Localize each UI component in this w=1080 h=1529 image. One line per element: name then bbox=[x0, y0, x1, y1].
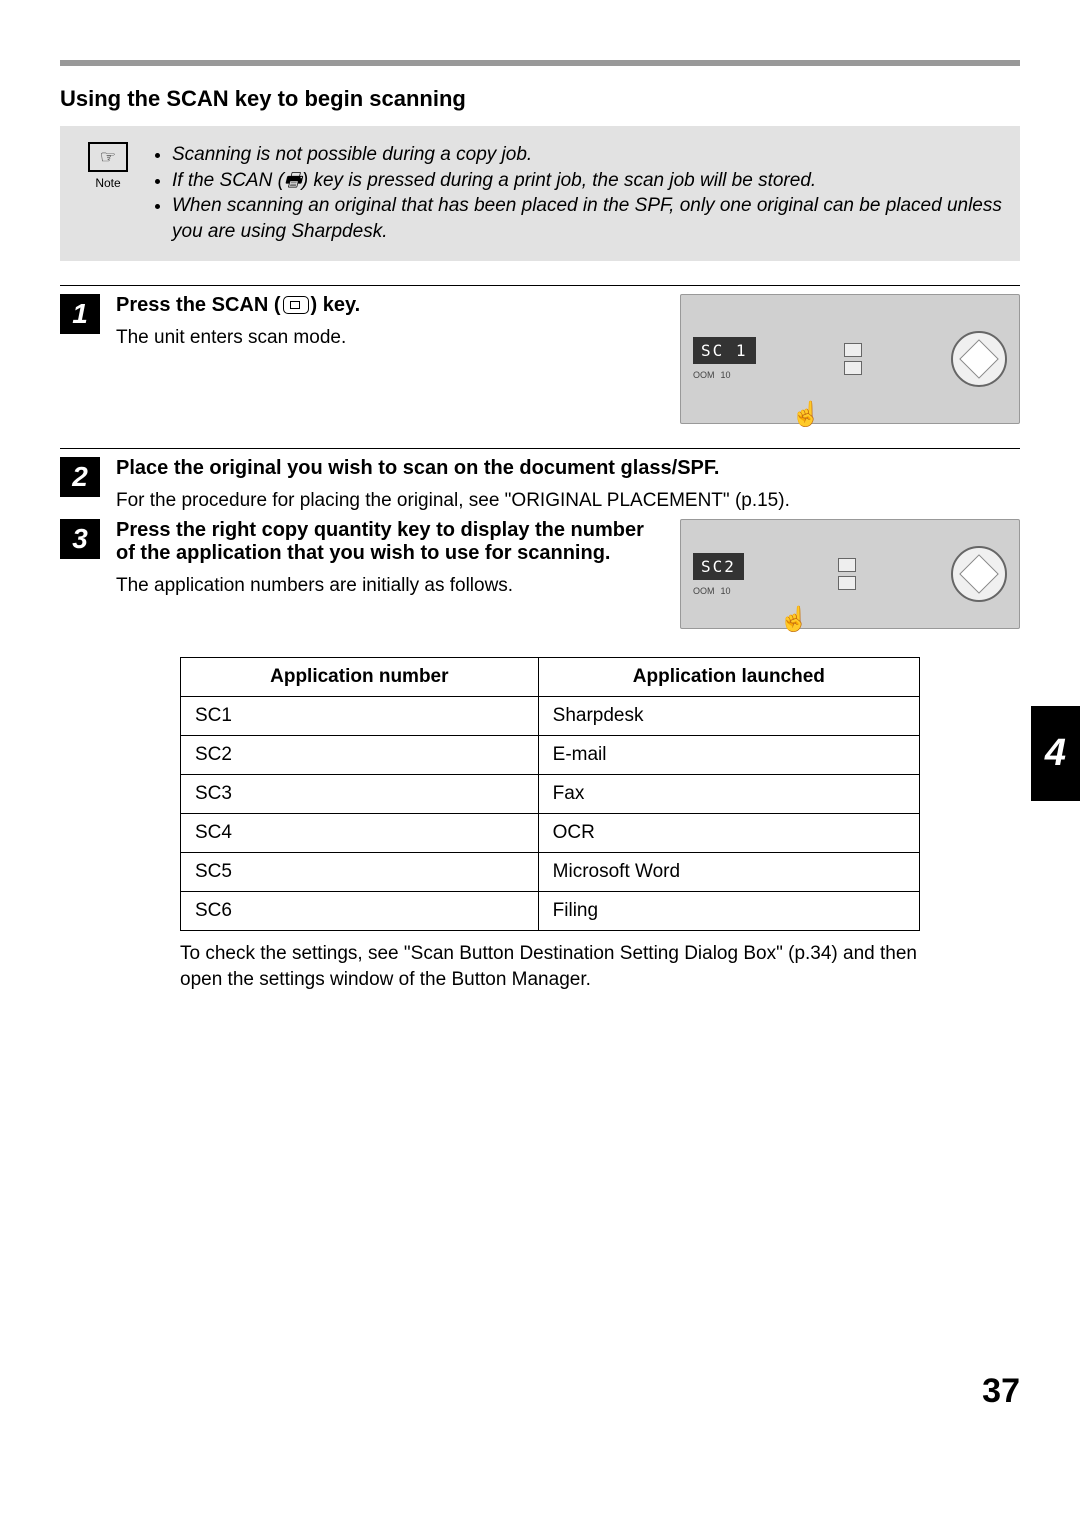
table-cell: SC2 bbox=[181, 736, 539, 775]
table-cell: SC5 bbox=[181, 853, 539, 892]
table-row: SC1Sharpdesk bbox=[181, 697, 920, 736]
table-cell: Microsoft Word bbox=[538, 853, 919, 892]
step-number: 2 bbox=[60, 457, 100, 497]
step-body: For the procedure for placing the origin… bbox=[116, 488, 1020, 514]
step-number: 3 bbox=[60, 519, 100, 559]
note-item: If the SCAN (🖶) key is pressed during a … bbox=[172, 168, 1002, 194]
note-icon-block: ☞ Note bbox=[78, 142, 138, 190]
table-row: SC2E-mail bbox=[181, 736, 920, 775]
pointing-hand-icon: ☝ bbox=[779, 605, 809, 634]
panel-label: 10 bbox=[721, 586, 731, 596]
note-item: When scanning an original that has been … bbox=[172, 193, 1002, 244]
panel-button-icon bbox=[838, 558, 856, 572]
panel-label: OOM bbox=[693, 586, 715, 596]
note-box: ☞ Note Scanning is not possible during a… bbox=[60, 126, 1020, 261]
table-cell: OCR bbox=[538, 814, 919, 853]
chapter-tab: 4 bbox=[1031, 706, 1080, 801]
step-1: 1 Press the SCAN ( ) key. The unit enters… bbox=[60, 285, 1020, 424]
after-table-text: To check the settings, see "Scan Button … bbox=[180, 941, 920, 992]
panel-label: 10 bbox=[721, 370, 731, 380]
panel-label: OOM bbox=[693, 370, 715, 380]
step-number: 1 bbox=[60, 294, 100, 334]
table-cell: E-mail bbox=[538, 736, 919, 775]
table-cell: Fax bbox=[538, 775, 919, 814]
control-panel-illustration: SC2 OOM 10 ☝ bbox=[680, 519, 1020, 629]
step-3: 3 Press the right copy quantity key to d… bbox=[60, 519, 1020, 629]
table-cell: SC6 bbox=[181, 892, 539, 931]
table-row: SC4OCR bbox=[181, 814, 920, 853]
page-content: 4 Using the SCAN key to begin scanning ☞… bbox=[60, 60, 1020, 1411]
note-list: Scanning is not possible during a copy j… bbox=[154, 142, 1002, 245]
section-title: Using the SCAN key to begin scanning bbox=[60, 86, 1020, 112]
table-row: SC3Fax bbox=[181, 775, 920, 814]
step-title: Place the original you wish to scan on t… bbox=[116, 457, 1020, 480]
note-item: Scanning is not possible during a copy j… bbox=[172, 142, 1002, 168]
note-label: Note bbox=[95, 176, 120, 190]
table-row: SC5Microsoft Word bbox=[181, 853, 920, 892]
control-panel-illustration: SC 1 OOM 10 ☝ bbox=[680, 294, 1020, 424]
note-icon: ☞ bbox=[88, 142, 128, 172]
table-row: SC6Filing bbox=[181, 892, 920, 931]
table-cell: Filing bbox=[538, 892, 919, 931]
table-cell: SC3 bbox=[181, 775, 539, 814]
start-dial-icon bbox=[951, 331, 1007, 387]
table-header-row: Application number Application launched bbox=[181, 658, 920, 697]
step-body: The unit enters scan mode. bbox=[116, 325, 664, 351]
table-cell: Sharpdesk bbox=[538, 697, 919, 736]
table-header: Application launched bbox=[538, 658, 919, 697]
pointing-hand-icon: ☝ bbox=[791, 400, 821, 429]
panel-button-icon bbox=[844, 361, 862, 375]
application-table: Application number Application launched … bbox=[180, 657, 920, 931]
table-cell: SC4 bbox=[181, 814, 539, 853]
page-number: 37 bbox=[60, 1372, 1020, 1411]
panel-display: SC 1 bbox=[693, 337, 756, 364]
table-header: Application number bbox=[181, 658, 539, 697]
step-2: 2 Place the original you wish to scan on… bbox=[60, 448, 1020, 514]
panel-display: SC2 bbox=[693, 553, 744, 580]
panel-button-icon bbox=[838, 576, 856, 590]
step-title-post: ) key. bbox=[311, 294, 361, 316]
step-title-pre: Press the SCAN ( bbox=[116, 294, 281, 316]
panel-button-icon bbox=[844, 343, 862, 357]
step-title: Press the right copy quantity key to dis… bbox=[116, 519, 664, 565]
step-title: Press the SCAN ( ) key. bbox=[116, 294, 664, 317]
step-body: The application numbers are initially as… bbox=[116, 573, 664, 599]
start-dial-icon bbox=[951, 546, 1007, 602]
table-cell: SC1 bbox=[181, 697, 539, 736]
scan-key-icon bbox=[283, 296, 309, 314]
